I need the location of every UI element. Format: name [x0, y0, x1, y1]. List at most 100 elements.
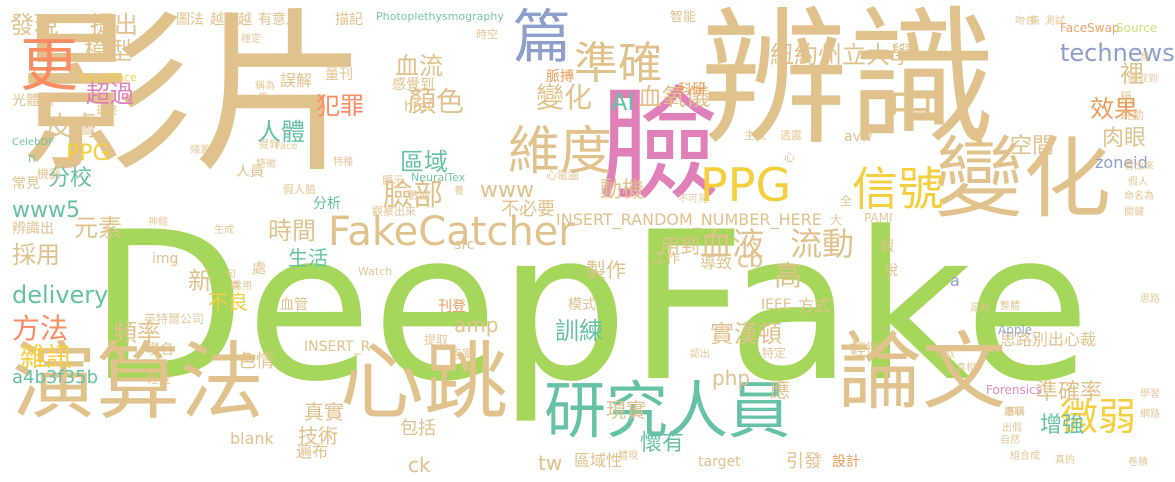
cloud-word: 描記: [335, 12, 363, 28]
cloud-word: 大: [830, 213, 843, 227]
cloud-word: 科研: [678, 82, 706, 98]
cloud-word: IEEE: [761, 297, 792, 313]
cloud-word: 假: [880, 239, 894, 255]
cloud-word: technews: [1060, 39, 1175, 67]
cloud-word: 睡覺: [147, 372, 172, 386]
cloud-word: 最終: [96, 104, 118, 117]
cloud-word: NeuralTex: [411, 171, 466, 184]
cloud-word: 特種: [333, 157, 353, 168]
cloud-word: INSERT_R: [304, 339, 371, 355]
cloud-word: 輕微: [850, 340, 883, 359]
cloud-word: 全: [840, 194, 853, 208]
cloud-word: 自然: [1000, 435, 1020, 446]
cloud-word: 時空: [476, 28, 498, 41]
cloud-word: href: [404, 99, 432, 115]
cloud-word: 微弱: [1060, 395, 1137, 439]
cloud-word: 真實: [304, 400, 344, 424]
cloud-word: 紐約州立大學: [770, 41, 914, 69]
cloud-word: Source: [1116, 21, 1158, 35]
cloud-word: 真相: [956, 363, 976, 374]
cloud-word: 中: [888, 80, 934, 134]
cloud-word: 設計: [832, 454, 860, 470]
cloud-word: php: [712, 366, 751, 390]
cloud-word: 流動: [790, 225, 855, 263]
cloud-word: 圖法: [176, 12, 204, 28]
cloud-word: 效果: [1090, 95, 1138, 123]
cloud-word: 演算法: [12, 333, 265, 431]
cloud-word: 刊登: [438, 299, 466, 315]
cloud-word: 稱: [1120, 90, 1133, 104]
cloud-word: 更: [20, 31, 79, 99]
cloud-word: tw: [538, 451, 563, 475]
cloud-word: 超過: [86, 80, 134, 108]
cloud-word: 引發: [786, 451, 822, 472]
cloud-word: 工作: [652, 251, 680, 267]
cloud-word: 假人: [1128, 177, 1148, 188]
cloud-word: Forensics: [986, 383, 1042, 397]
cloud-word: 讀取到: [1128, 74, 1158, 85]
cloud-word: 有意思: [258, 12, 300, 28]
cloud-word: 用到: [660, 234, 700, 258]
cloud-word: PAMI: [864, 211, 893, 225]
cloud-word: Face: [275, 141, 298, 152]
cloud-word: 特徵: [256, 159, 276, 170]
cloud-word: 導致: [700, 253, 733, 272]
cloud-word: 色情: [238, 351, 274, 372]
cloud-word: 包括: [400, 418, 436, 439]
cloud-word: 雜訊: [20, 343, 73, 373]
cloud-word: 變化: [536, 81, 593, 114]
cloud-word: Watch: [358, 265, 393, 278]
cloud-word: 關鍵: [1124, 207, 1144, 218]
cloud-word: 提取: [424, 333, 449, 347]
cloud-word: 方式: [798, 296, 831, 315]
cloud-word: src: [454, 237, 475, 253]
cloud-word: 處: [252, 261, 266, 277]
cloud-word: www: [480, 178, 534, 203]
cloud-word: 卷積: [1128, 457, 1148, 468]
cloud-word: 主流: [744, 129, 766, 142]
cloud-word: Photoplethysmography: [376, 10, 504, 23]
cloud-word: 辨識出: [12, 221, 54, 237]
cloud-word: 實漢頓: [710, 320, 782, 348]
cloud-word: 技術: [298, 424, 338, 448]
cloud-word: 影片: [18, 0, 368, 197]
cloud-word: 足夠: [970, 303, 990, 314]
cloud-word: 養: [454, 186, 464, 197]
cloud-word: 答案: [450, 347, 475, 361]
cloud-word: 脈搏: [546, 69, 574, 85]
cloud-word: a: [950, 271, 960, 290]
cloud-word: 心電圖: [546, 169, 579, 182]
cloud-word: 透露: [780, 129, 802, 142]
cloud-word: 新: [188, 267, 212, 295]
cloud-word: 心: [784, 151, 795, 164]
cloud-word: img: [152, 251, 179, 267]
cloud-word: AI: [611, 88, 635, 116]
cloud-word: 提到: [259, 140, 279, 151]
cloud-word: 犯罪: [316, 92, 364, 120]
cloud-word: amp: [454, 313, 499, 337]
cloud-word: 原: [258, 93, 268, 104]
cloud-word: 命名為: [1124, 191, 1154, 202]
cloud-word: 身: [1140, 52, 1150, 63]
cloud-word: Apple: [998, 323, 1033, 337]
cloud-word: 顏色: [408, 85, 465, 118]
cloud-word: 訓練: [555, 317, 603, 345]
cloud-word: 量刊: [325, 67, 353, 83]
cloud-word: 誤解: [280, 71, 313, 90]
cloud-word: target: [698, 454, 741, 470]
cloud-word: a4b3f35b: [12, 367, 99, 388]
cloud-word: 神經: [148, 217, 168, 228]
cloud-word: 集: [1030, 16, 1040, 27]
cloud-word: 思路別出心裁: [1000, 330, 1097, 349]
cloud-word: DeepFake: [88, 189, 1091, 427]
cloud-word: 採用: [12, 241, 60, 269]
cloud-word: 辨識: [700, 0, 996, 165]
cloud-word: 時間: [268, 217, 316, 245]
cloud-word: FaceSwap: [1060, 21, 1120, 35]
cloud-word: 越來越: [210, 12, 252, 28]
cloud-word: 動機: [600, 178, 645, 203]
cloud-word: 模式: [568, 297, 596, 313]
cloud-word: n: [28, 151, 36, 165]
cloud-word: 慈稱: [1005, 407, 1025, 418]
